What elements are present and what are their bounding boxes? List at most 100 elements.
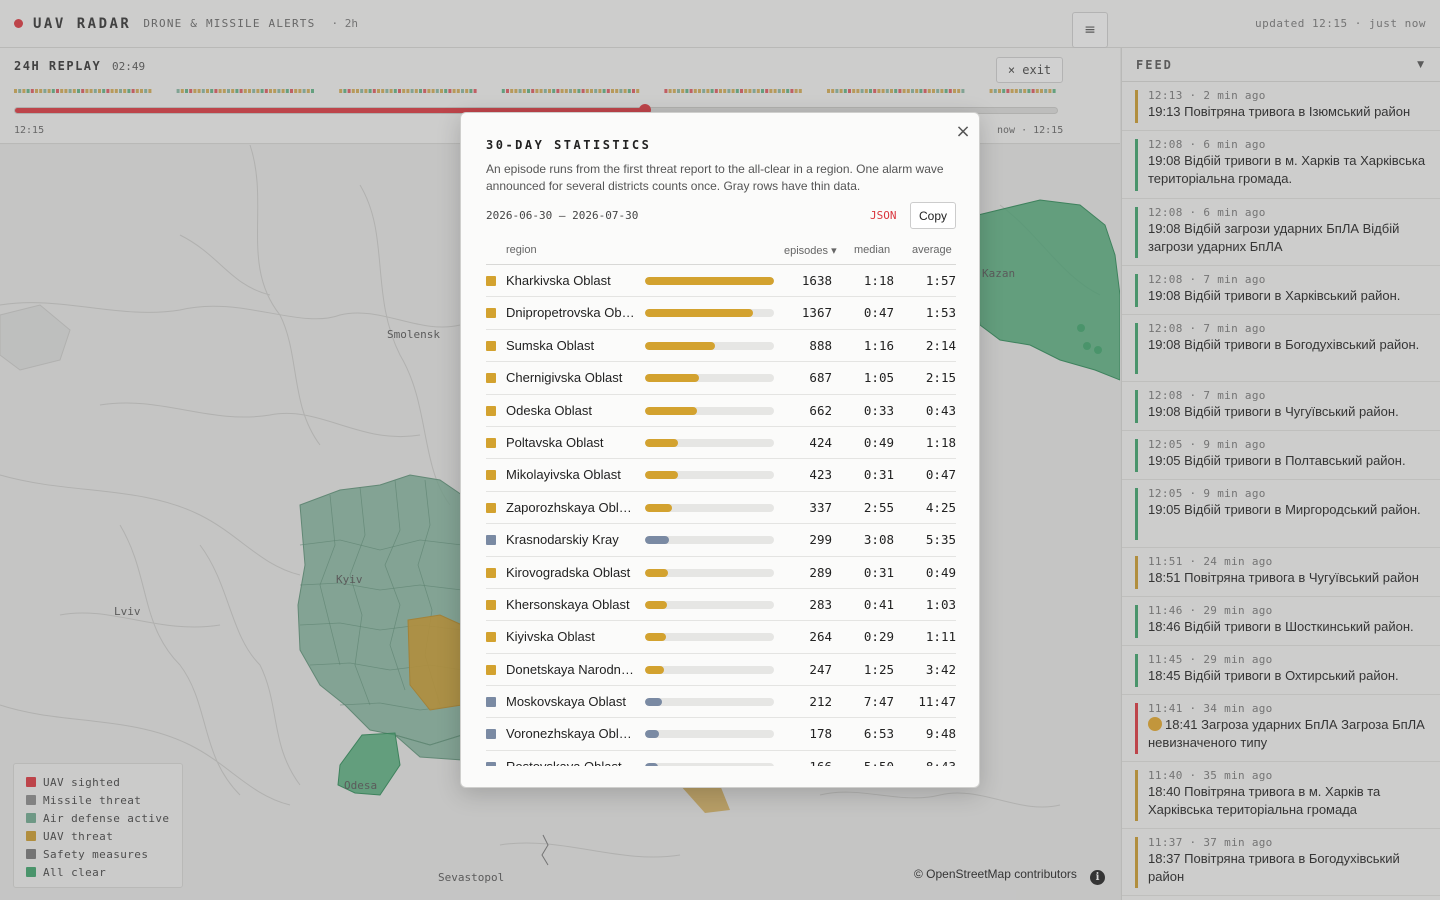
feed-item[interactable]: 11:37 · 37 min ago 18:37 Повітряна тривог… bbox=[1122, 829, 1440, 896]
row-swatch bbox=[486, 664, 496, 675]
column-median[interactable]: median bbox=[854, 244, 891, 256]
city-label: Kyiv bbox=[336, 573, 363, 586]
activity-tick bbox=[135, 89, 139, 93]
activity-tick bbox=[698, 89, 701, 93]
copy-button[interactable]: Copy bbox=[910, 202, 956, 229]
median-value: 6:53 bbox=[863, 726, 894, 742]
chevron-down-icon[interactable]: ▼ bbox=[1417, 59, 1426, 70]
json-export-link[interactable]: JSON bbox=[870, 209, 897, 222]
activity-tick bbox=[535, 89, 539, 93]
table-row[interactable]: Dnipropetrovska Oblast 1367 0:47 1:53 bbox=[486, 297, 956, 330]
table-row[interactable]: Poltavska Oblast 424 0:49 1:18 bbox=[486, 427, 956, 460]
feed-item[interactable]: 11:46 · 29 min ago 18:46 Відбій тривоги в… bbox=[1122, 597, 1440, 646]
feed-item[interactable]: 12:05 · 9 min ago 19:05 Відбій тривоги в … bbox=[1122, 431, 1440, 480]
episodes-value: 423 bbox=[809, 467, 832, 483]
column-episodes[interactable]: episodes ▾ bbox=[784, 245, 837, 257]
activity-tick bbox=[119, 89, 122, 93]
table-row[interactable]: Voronezhskaya Oblast 178 6:53 9:48 bbox=[486, 718, 956, 751]
episodes-value: 687 bbox=[809, 370, 832, 386]
feed-item[interactable]: 12:08 · 7 min ago 19:08 Відбій тривоги в … bbox=[1122, 382, 1440, 431]
stats-table-body[interactable]: Kharkivska Oblast 1638 1:18 1:57 Dnipropetro… bbox=[486, 265, 956, 766]
activity-tick bbox=[1031, 89, 1035, 93]
table-row[interactable]: Kharkivska Oblast 1638 1:18 1:57 bbox=[486, 265, 956, 298]
average-value: 5:35 bbox=[925, 532, 956, 548]
modal-description: An episode runs from the first threat re… bbox=[486, 162, 944, 193]
median-value: 3:08 bbox=[863, 532, 894, 548]
legend-label: Safety measures bbox=[43, 847, 149, 861]
region-name: Mikolayivska Oblast bbox=[506, 467, 621, 483]
episodes-value: 424 bbox=[809, 434, 832, 450]
table-row[interactable]: Moskovskaya Oblast 212 7:47 11:47 bbox=[486, 686, 956, 719]
city-label: Smolensk bbox=[387, 328, 440, 341]
feed-item[interactable]: 11:40 · 35 min ago 18:40 Повітряна тривог… bbox=[1122, 762, 1440, 829]
table-row[interactable]: Kirovogradska Oblast 289 0:31 0:49 bbox=[486, 557, 956, 589]
activity-tick bbox=[64, 89, 68, 93]
feed-item[interactable]: 11:45 · 29 min ago 18:45 Відбій тривоги в… bbox=[1122, 646, 1440, 695]
activity-tick bbox=[1014, 89, 1018, 93]
legend-swatch bbox=[26, 831, 36, 841]
activity-tick bbox=[794, 89, 798, 93]
activity-tick bbox=[693, 89, 697, 93]
row-swatch bbox=[486, 405, 496, 416]
activity-tick bbox=[180, 89, 184, 93]
activity-tick bbox=[214, 89, 218, 93]
table-row[interactable]: Sumska Oblast 888 1:16 2:14 bbox=[486, 330, 956, 363]
table-row[interactable]: Krasnodarskiy Kray 299 3:08 5:35 bbox=[486, 524, 956, 557]
feed-item[interactable]: 12:08 · 7 min ago 19:08 Відбій тривоги в … bbox=[1122, 266, 1440, 315]
activity-tick bbox=[864, 89, 868, 93]
average-value: 11:47 bbox=[918, 694, 956, 710]
close-icon[interactable]: × bbox=[953, 122, 973, 142]
time-window-label[interactable]: · 2h bbox=[331, 17, 358, 30]
table-row[interactable]: Odeska Oblast 662 0:33 0:43 bbox=[486, 395, 956, 427]
table-row[interactable]: Mikolayivska Oblast 423 0:31 0:47 bbox=[486, 459, 956, 492]
table-row[interactable]: Rostovskaya Oblast 166 5:50 8:43 bbox=[486, 751, 956, 766]
activity-tick bbox=[239, 89, 243, 93]
activity-tick bbox=[231, 89, 235, 93]
episodes-value: 289 bbox=[809, 564, 832, 580]
legend-item: UAV sighted bbox=[26, 773, 182, 791]
table-row[interactable]: Donetskaya Narodnaya Respublika 247 1:25 3:… bbox=[486, 654, 956, 687]
feed-item[interactable]: 12:13 · 2 min ago 19:13 Повітряна тривога… bbox=[1122, 82, 1440, 131]
feed-item[interactable]: 12:08 · 6 min ago 19:08 Відбій загрози уд… bbox=[1122, 199, 1440, 266]
column-region[interactable]: region bbox=[506, 244, 537, 256]
map-attribution[interactable]: © OpenStreetMap contributors bbox=[914, 867, 1077, 881]
activity-tick bbox=[590, 89, 593, 93]
feed-header[interactable]: FEED ▼ bbox=[1122, 48, 1440, 82]
activity-tick bbox=[294, 89, 298, 93]
episodes-bar bbox=[645, 503, 774, 512]
average-value: 1:57 bbox=[925, 273, 956, 288]
average-value: 0:49 bbox=[925, 564, 956, 580]
activity-tick bbox=[731, 89, 735, 93]
region-name: Dnipropetrovska Oblast bbox=[506, 305, 636, 321]
activity-tick bbox=[869, 89, 872, 93]
episodes-bar-fill bbox=[645, 665, 665, 674]
activity-tick bbox=[60, 89, 64, 93]
feed-item[interactable]: 12:08 · 7 min ago 19:08 Відбій тривоги в … bbox=[1122, 315, 1440, 382]
feed-item[interactable]: 12:05 · 9 min ago 19:05 Відбій тривоги в … bbox=[1122, 480, 1440, 548]
feed-item[interactable]: 11:51 · 24 min ago 18:51 Повітряна тривог… bbox=[1122, 548, 1440, 597]
activity-tick bbox=[368, 89, 372, 93]
table-row[interactable]: Kiyivska Oblast 264 0:29 1:11 bbox=[486, 621, 956, 654]
activity-tick bbox=[548, 89, 551, 93]
feed-item-time: 11:45 · 29 min ago bbox=[1148, 653, 1273, 666]
episodes-bar-fill bbox=[645, 341, 715, 350]
feed-item[interactable]: 12:08 · 6 min ago 19:08 Відбій тривоги в … bbox=[1122, 131, 1440, 199]
column-average[interactable]: average bbox=[912, 244, 952, 256]
activity-tick bbox=[465, 89, 469, 93]
activity-tick bbox=[423, 89, 427, 93]
region-name: Moskovskaya Oblast bbox=[506, 694, 626, 710]
exit-replay-button[interactable]: × exit bbox=[996, 57, 1063, 83]
region-name: Kirovogradska Oblast bbox=[506, 564, 631, 580]
feed-item[interactable]: 11:41 · 34 min ago 18:41 Загроза ударних … bbox=[1122, 695, 1440, 762]
table-row[interactable]: Chernigivska Oblast 687 1:05 2:15 bbox=[486, 362, 956, 395]
activity-tick bbox=[769, 89, 773, 93]
menu-icon[interactable]: ≡ bbox=[1072, 12, 1108, 48]
feed-list: 12:13 · 2 min ago 19:13 Повітряна тривога… bbox=[1122, 82, 1440, 896]
episodes-value: 166 bbox=[782, 759, 832, 766]
table-row[interactable]: Khersonskaya Oblast 283 0:41 1:03 bbox=[486, 589, 956, 622]
activity-tick bbox=[598, 89, 602, 93]
table-row[interactable]: Zaporozhskaya Oblast 337 2:55 4:25 bbox=[486, 492, 956, 525]
info-icon[interactable]: i bbox=[1090, 870, 1105, 885]
activity-tick bbox=[140, 89, 143, 93]
replay-title: 24H REPLAY bbox=[14, 59, 102, 73]
